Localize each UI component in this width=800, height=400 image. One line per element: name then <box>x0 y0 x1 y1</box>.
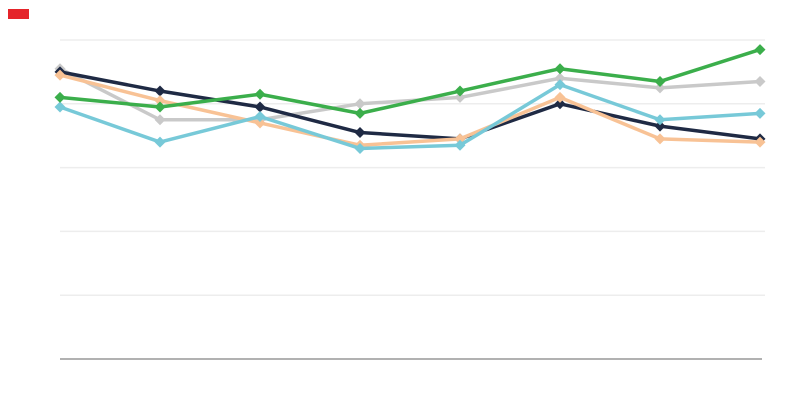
data-point-diamond-gray <box>354 98 366 110</box>
data-point-diamond-navy <box>154 85 166 97</box>
data-point-diamond-cyan <box>454 139 466 151</box>
data-point-diamond-green <box>154 101 166 113</box>
data-point-diamond-green <box>654 75 666 87</box>
data-point-diamond-gray <box>554 72 566 84</box>
data-point-diamond-cyan <box>154 136 166 148</box>
series-line-cyan <box>58 82 762 151</box>
red-annotation-marker-icon <box>8 9 29 19</box>
data-point-diamond-gray <box>154 114 166 126</box>
data-point-diamond-cyan <box>254 111 266 123</box>
data-point-diamond-gray <box>654 82 666 94</box>
data-point-diamond-cyan <box>54 101 66 113</box>
data-point-diamond-cyan <box>654 114 666 126</box>
data-point-diamond-cyan <box>554 79 566 91</box>
data-point-diamond-navy <box>654 120 666 132</box>
data-point-diamond-peach <box>254 117 266 129</box>
data-point-diamond-green <box>554 63 566 75</box>
data-point-diamond-navy <box>554 98 566 110</box>
red-marker-rect <box>8 9 29 19</box>
data-point-diamond-navy <box>254 101 266 113</box>
data-point-diamond-cyan <box>354 142 366 154</box>
data-point-diamond-navy <box>354 127 366 139</box>
data-point-diamond-peach <box>154 95 166 107</box>
data-point-diamond-peach <box>54 69 66 81</box>
data-point-diamond-peach <box>554 91 566 103</box>
data-point-diamond-green <box>354 107 366 119</box>
data-point-diamond-green <box>54 91 66 103</box>
data-point-diamond-peach <box>754 136 766 148</box>
series-line-green <box>58 47 762 116</box>
data-point-diamond-green <box>254 88 266 100</box>
series-line-navy <box>58 70 762 141</box>
data-point-diamond-gray <box>454 91 466 103</box>
data-point-diamond-cyan <box>754 107 766 119</box>
series-line-gray <box>58 66 762 122</box>
data-point-diamond-green <box>754 44 766 56</box>
data-point-diamond-green <box>454 85 466 97</box>
data-point-diamond-gray <box>754 75 766 87</box>
data-point-diamond-peach <box>654 133 666 145</box>
